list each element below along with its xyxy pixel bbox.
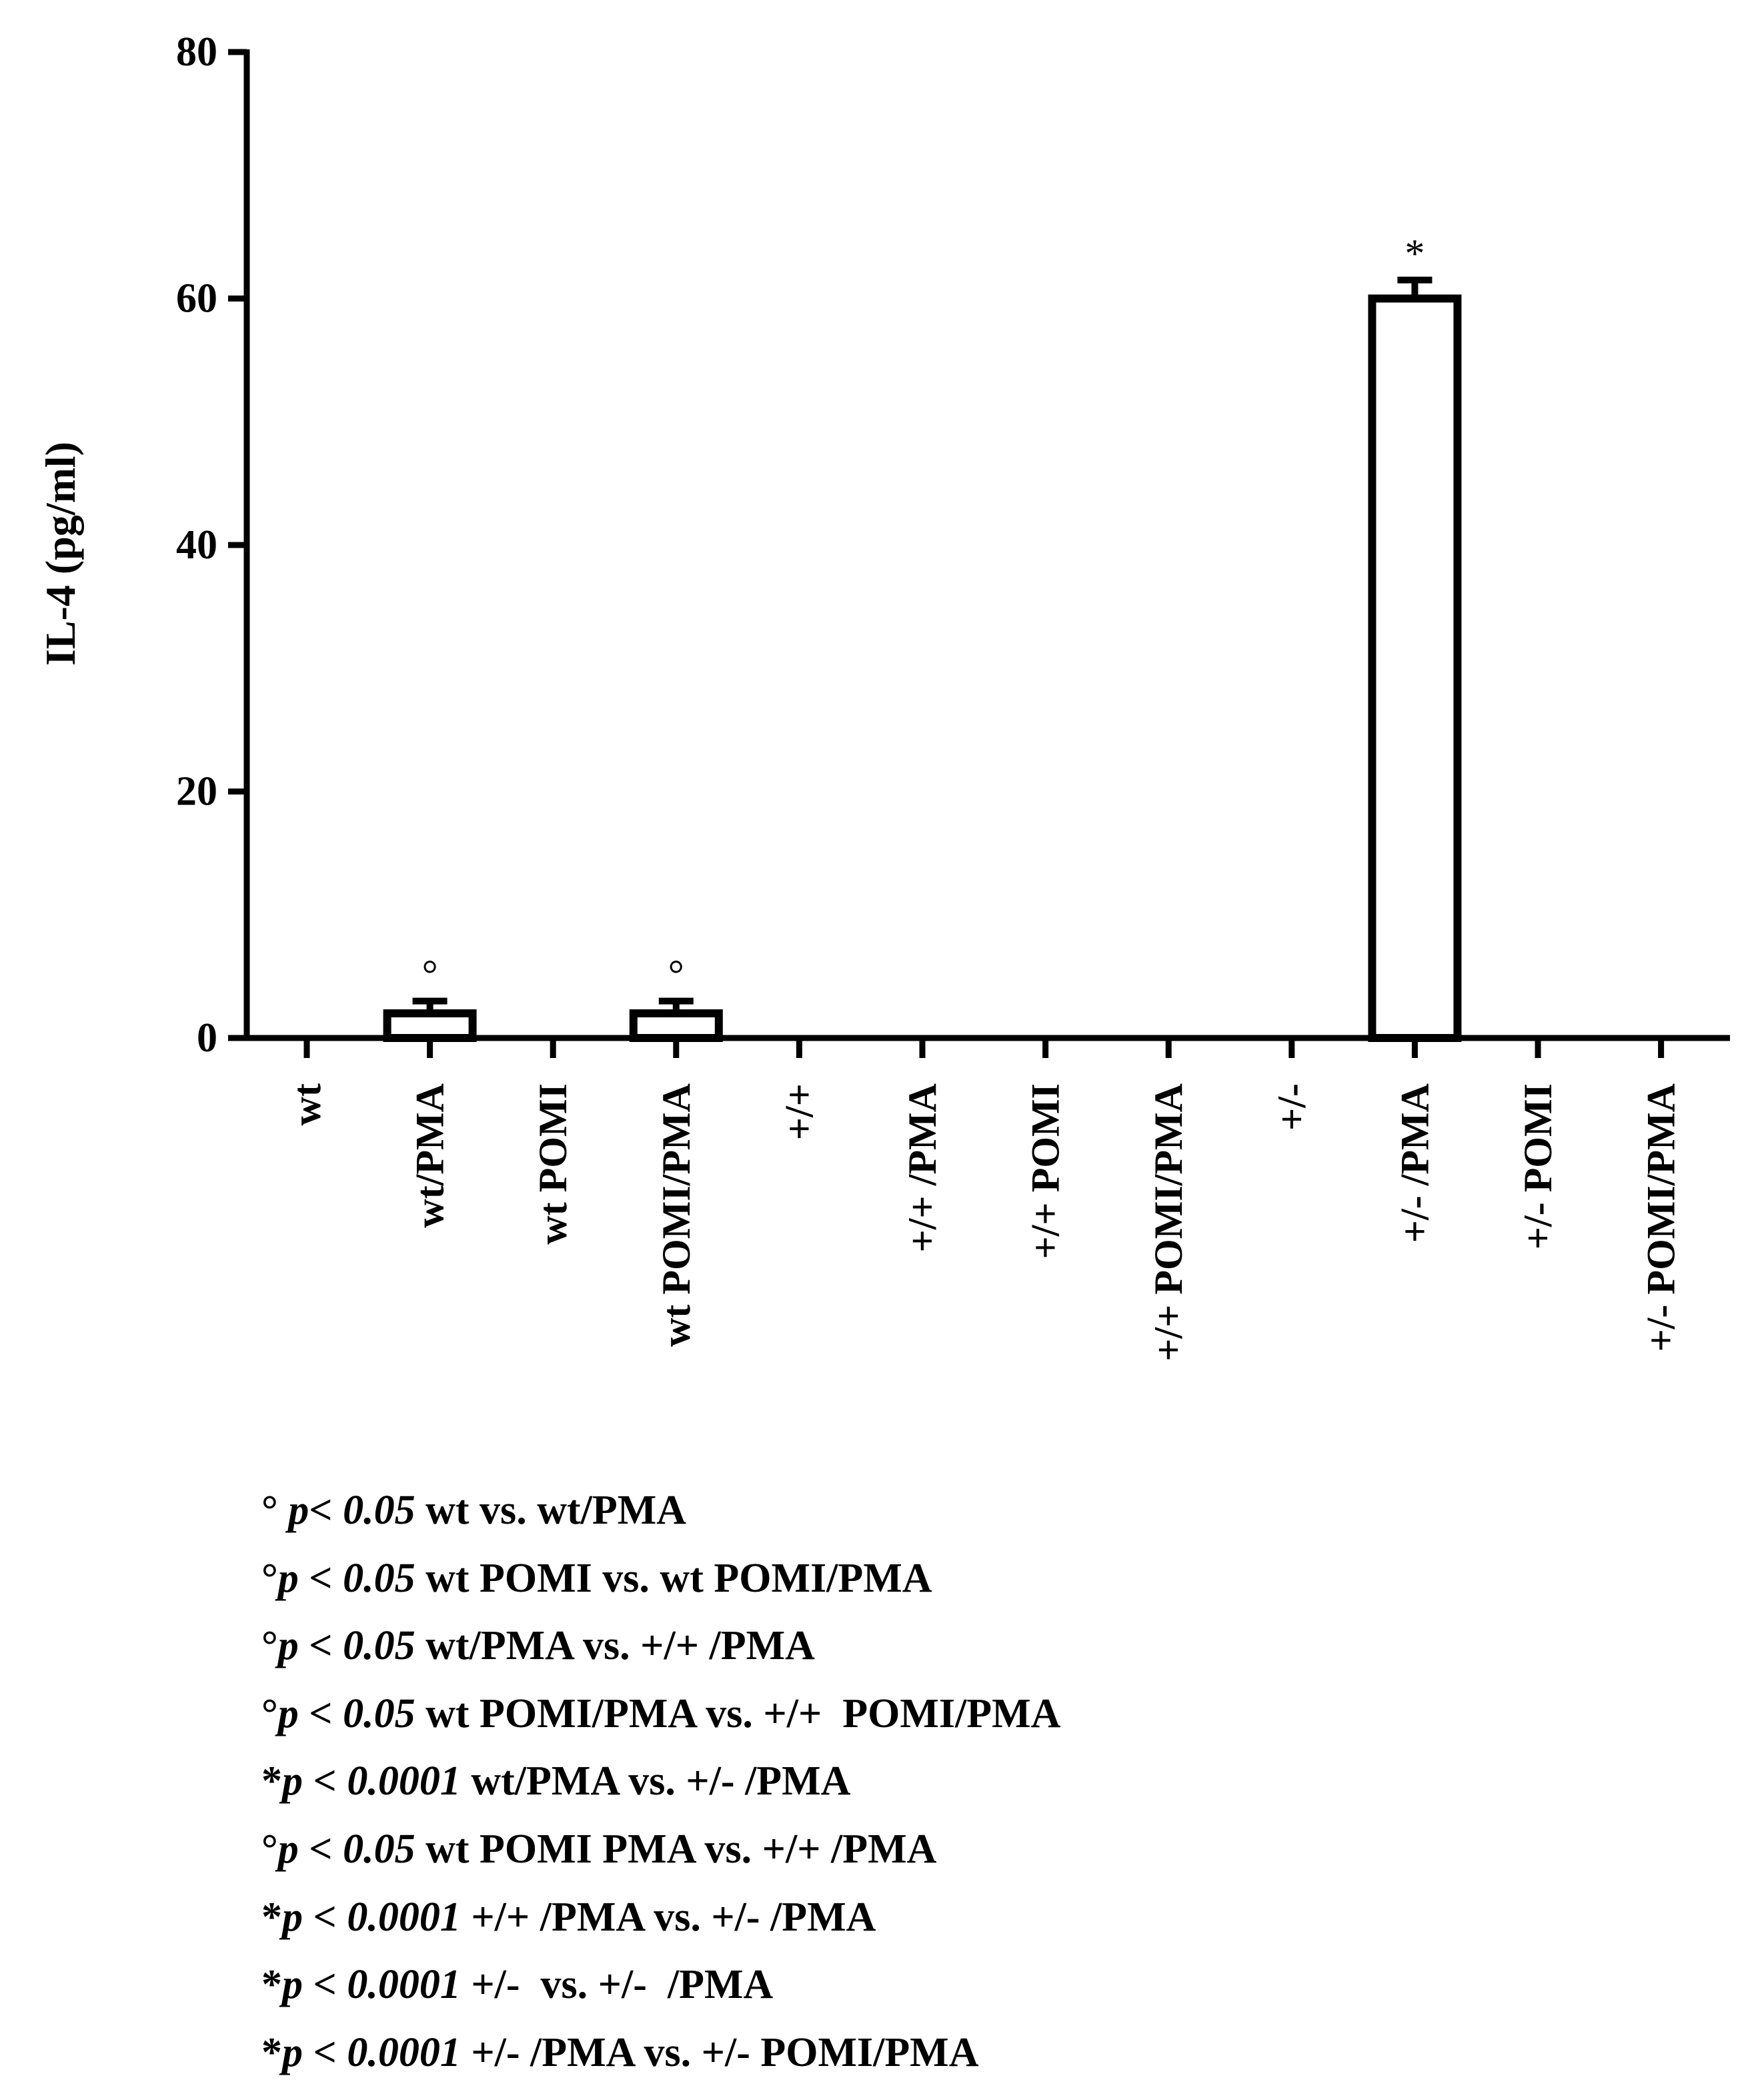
footnote-comparison: wt vs. wt/PMA: [415, 1488, 687, 1533]
footnote-symbol: °: [261, 1623, 278, 1669]
x-category-label: +/- POMI/PMA: [1639, 1083, 1683, 1352]
x-category-label: +/-: [1270, 1083, 1314, 1131]
significance-marker: °: [422, 953, 438, 997]
footnote-line: °p < 0.05 wt POMI/PMA vs. +/+ POMI/PMA: [261, 1680, 1060, 1748]
footnote-p-value: p< 0.05: [288, 1488, 415, 1533]
x-category-label: +/+: [777, 1083, 821, 1140]
bar: [629, 1009, 723, 1043]
x-category-label: wt: [285, 1083, 329, 1125]
footnote-line: *p < 0.0001 wt/PMA vs. +/- /PMA: [261, 1748, 1060, 1816]
footnote-comparison: +/+ /PMA vs. +/- /PMA: [460, 1894, 876, 1940]
footnote-p-value: p < 0.0001: [282, 1962, 461, 2008]
x-category-label: wt POMI/PMA: [654, 1083, 698, 1347]
x-category-label: wt POMI: [531, 1083, 575, 1245]
footnote-symbol: °: [261, 1826, 278, 1872]
footnote-comparison: +/- vs. +/- /PMA: [460, 1962, 774, 2008]
y-tick-label: 20: [176, 769, 217, 815]
y-tick-label: 40: [176, 522, 217, 568]
footnote-symbol: °: [261, 1555, 278, 1601]
y-tick-label: 0: [197, 1015, 217, 1061]
footnote-p-value: p < 0.0001: [282, 2029, 461, 2075]
footnote-comparison: wt POMI vs. wt POMI/PMA: [415, 1555, 932, 1601]
footnote-comparison: +/- /PMA vs. +/- POMI/PMA: [460, 2029, 979, 2075]
x-category-label: +/+ /PMA: [900, 1083, 944, 1252]
footnote-symbol: °: [261, 1488, 289, 1533]
footnote-symbol: *: [261, 2029, 282, 2075]
x-category-label: +/+ POMI: [1024, 1083, 1068, 1259]
footnote-comparison: wt/PMA vs. +/- /PMA: [460, 1758, 851, 1804]
footnote-symbol: *: [261, 1758, 282, 1804]
x-category-label: +/- /PMA: [1393, 1083, 1437, 1243]
footnote-p-value: p < 0.05: [277, 1690, 415, 1736]
footnote-comparison: wt POMI/PMA vs. +/+ POMI/PMA: [415, 1690, 1061, 1736]
footnote-line: °p < 0.05 wt/PMA vs. +/+ /PMA: [261, 1612, 1060, 1680]
footnote-p-value: p < 0.0001: [282, 1894, 461, 1940]
footnote-line: *p < 0.0001 +/- vs. +/- /PMA: [261, 1951, 1060, 2019]
bar-chart: ° ° * 0 20 40 60 80 wt wt/PMA wt POMI wt POMI/PMA…: [37, 29, 1730, 1362]
bar: [1368, 294, 1462, 1042]
x-category-label: +/- POMI: [1516, 1083, 1560, 1249]
x-category-label: +/+ POMI/PMA: [1146, 1083, 1190, 1362]
y-tick-label: 80: [176, 29, 217, 75]
footnote-symbol: *: [261, 1894, 282, 1940]
footnote-list: ° p< 0.05 wt vs. wt/PMA °p < 0.05 wt POMI…: [261, 1477, 1060, 2087]
footnote-p-value: p < 0.0001: [282, 1758, 461, 1804]
footnote-comparison: wt/PMA vs. +/+ /PMA: [415, 1623, 815, 1669]
footnote-p-value: p < 0.05: [277, 1623, 415, 1669]
footnote-line: *p < 0.0001 +/- /PMA vs. +/- POMI/PMA: [261, 2019, 1060, 2087]
footnote-line: °p < 0.05 wt POMI vs. wt POMI/PMA: [261, 1545, 1060, 1613]
footnote-symbol: °: [261, 1690, 278, 1736]
y-axis-label: IL-4 (pg/ml): [37, 442, 84, 666]
footnote-p-value: p < 0.05: [277, 1555, 415, 1601]
footnote-line: ° p< 0.05 wt vs. wt/PMA: [261, 1477, 1060, 1545]
y-tick-label: 60: [176, 276, 217, 322]
footnote-line: *p < 0.0001 +/+ /PMA vs. +/- /PMA: [261, 1884, 1060, 1952]
footnote-line: °p < 0.05 wt POMI PMA vs. +/+ /PMA: [261, 1816, 1060, 1884]
footnote-comparison: wt POMI PMA vs. +/+ /PMA: [415, 1826, 937, 1872]
significance-marker: *: [1405, 231, 1425, 276]
footnote-p-value: p < 0.05: [277, 1826, 415, 1872]
significance-marker: °: [668, 953, 684, 997]
footnote-symbol: *: [261, 1962, 282, 2008]
x-category-label: wt/PMA: [408, 1083, 452, 1228]
bar: [383, 1009, 477, 1043]
